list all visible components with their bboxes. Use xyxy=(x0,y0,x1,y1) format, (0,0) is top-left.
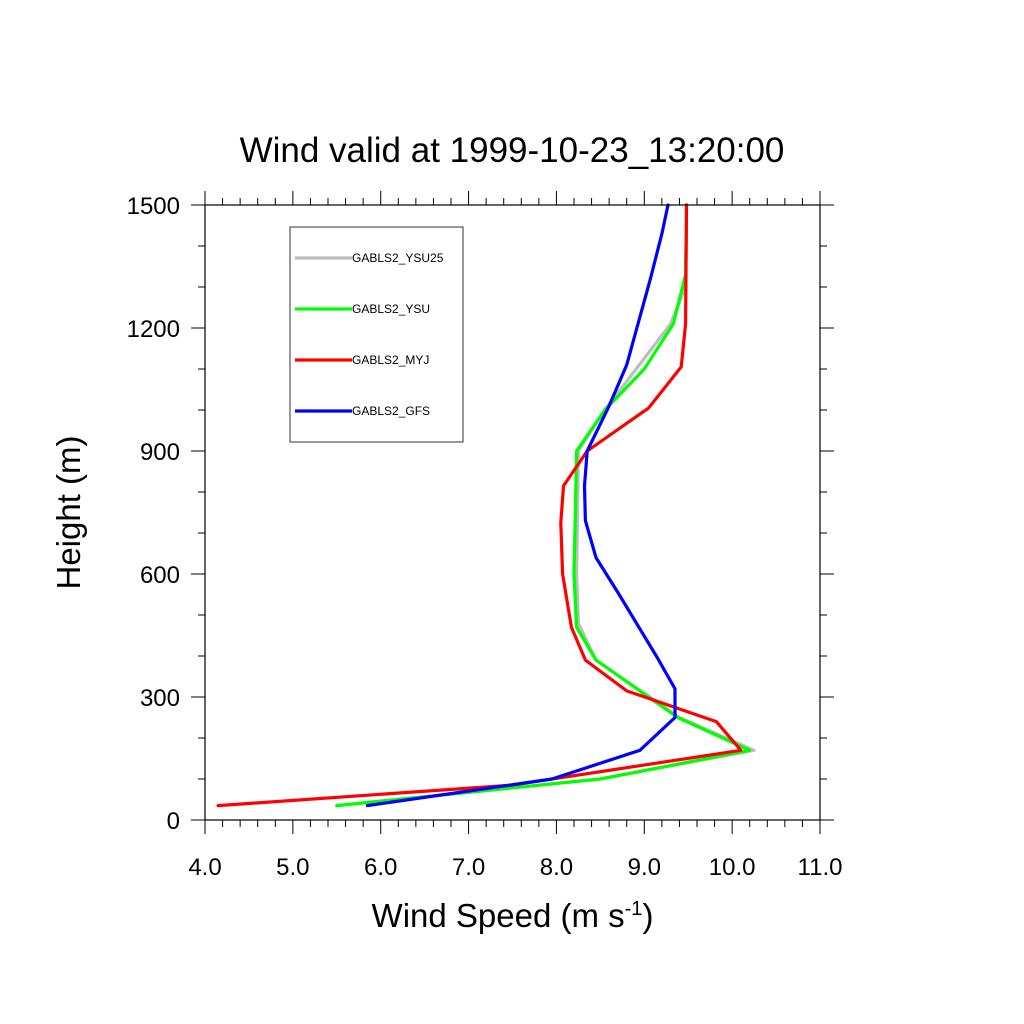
x-axis-title: Wind Speed (m s-1) xyxy=(372,897,654,934)
x-axis-title-superscript: -1 xyxy=(625,898,643,920)
tick-layer: 4.0 5.0 6.0 7.0 8.0 9.0 10.0 11.0 0 300 600 900 1200… xyxy=(127,191,843,881)
x-tick-label: 11.0 xyxy=(798,854,843,881)
x-axis-title-main: Wind Speed (m s xyxy=(372,897,625,934)
x-tick-label: 9.0 xyxy=(628,854,661,881)
x-tick-label: 10.0 xyxy=(709,854,756,881)
legend: GABLS2_YSU25 GABLS2_YSU GABLS2_MYJ GABLS2_G… xyxy=(289,226,464,443)
y-tick-label: 300 xyxy=(140,685,180,712)
x-tick-label: 6.0 xyxy=(364,854,397,881)
series-line-gabls2-gfs xyxy=(365,203,677,808)
series-layer xyxy=(216,203,756,808)
x-tick-label: 8.0 xyxy=(540,854,573,881)
x-axis-title-suffix: ) xyxy=(642,897,653,934)
legend-box xyxy=(289,226,464,443)
x-tick-label: 7.0 xyxy=(452,854,485,881)
legend-label-gabls2-gfs: GABLS2_GFS xyxy=(352,404,430,418)
y-tick-label: 1500 xyxy=(127,193,180,220)
y-tick-label: 1200 xyxy=(127,316,180,343)
legend-label-gabls2-myj: GABLS2_MYJ xyxy=(352,353,429,367)
y-tick-label: 600 xyxy=(140,562,180,589)
x-tick-label: 4.0 xyxy=(188,854,221,881)
series-line-gabls2-myj xyxy=(216,203,743,808)
plot-frame xyxy=(204,204,821,821)
y-tick-label: 0 xyxy=(167,808,180,835)
y-axis-title: Height (m) xyxy=(50,435,87,589)
chart-title: Wind valid at 1999-10-23_13:20:00 xyxy=(240,131,785,170)
legend-label-gabls2-ysu25: GABLS2_YSU25 xyxy=(352,251,444,265)
legend-label-gabls2-ysu: GABLS2_YSU xyxy=(352,302,430,316)
y-tick-label: 900 xyxy=(140,439,180,466)
series-line-gabls2-ysu xyxy=(335,203,752,808)
x-tick-label: 5.0 xyxy=(276,854,309,881)
